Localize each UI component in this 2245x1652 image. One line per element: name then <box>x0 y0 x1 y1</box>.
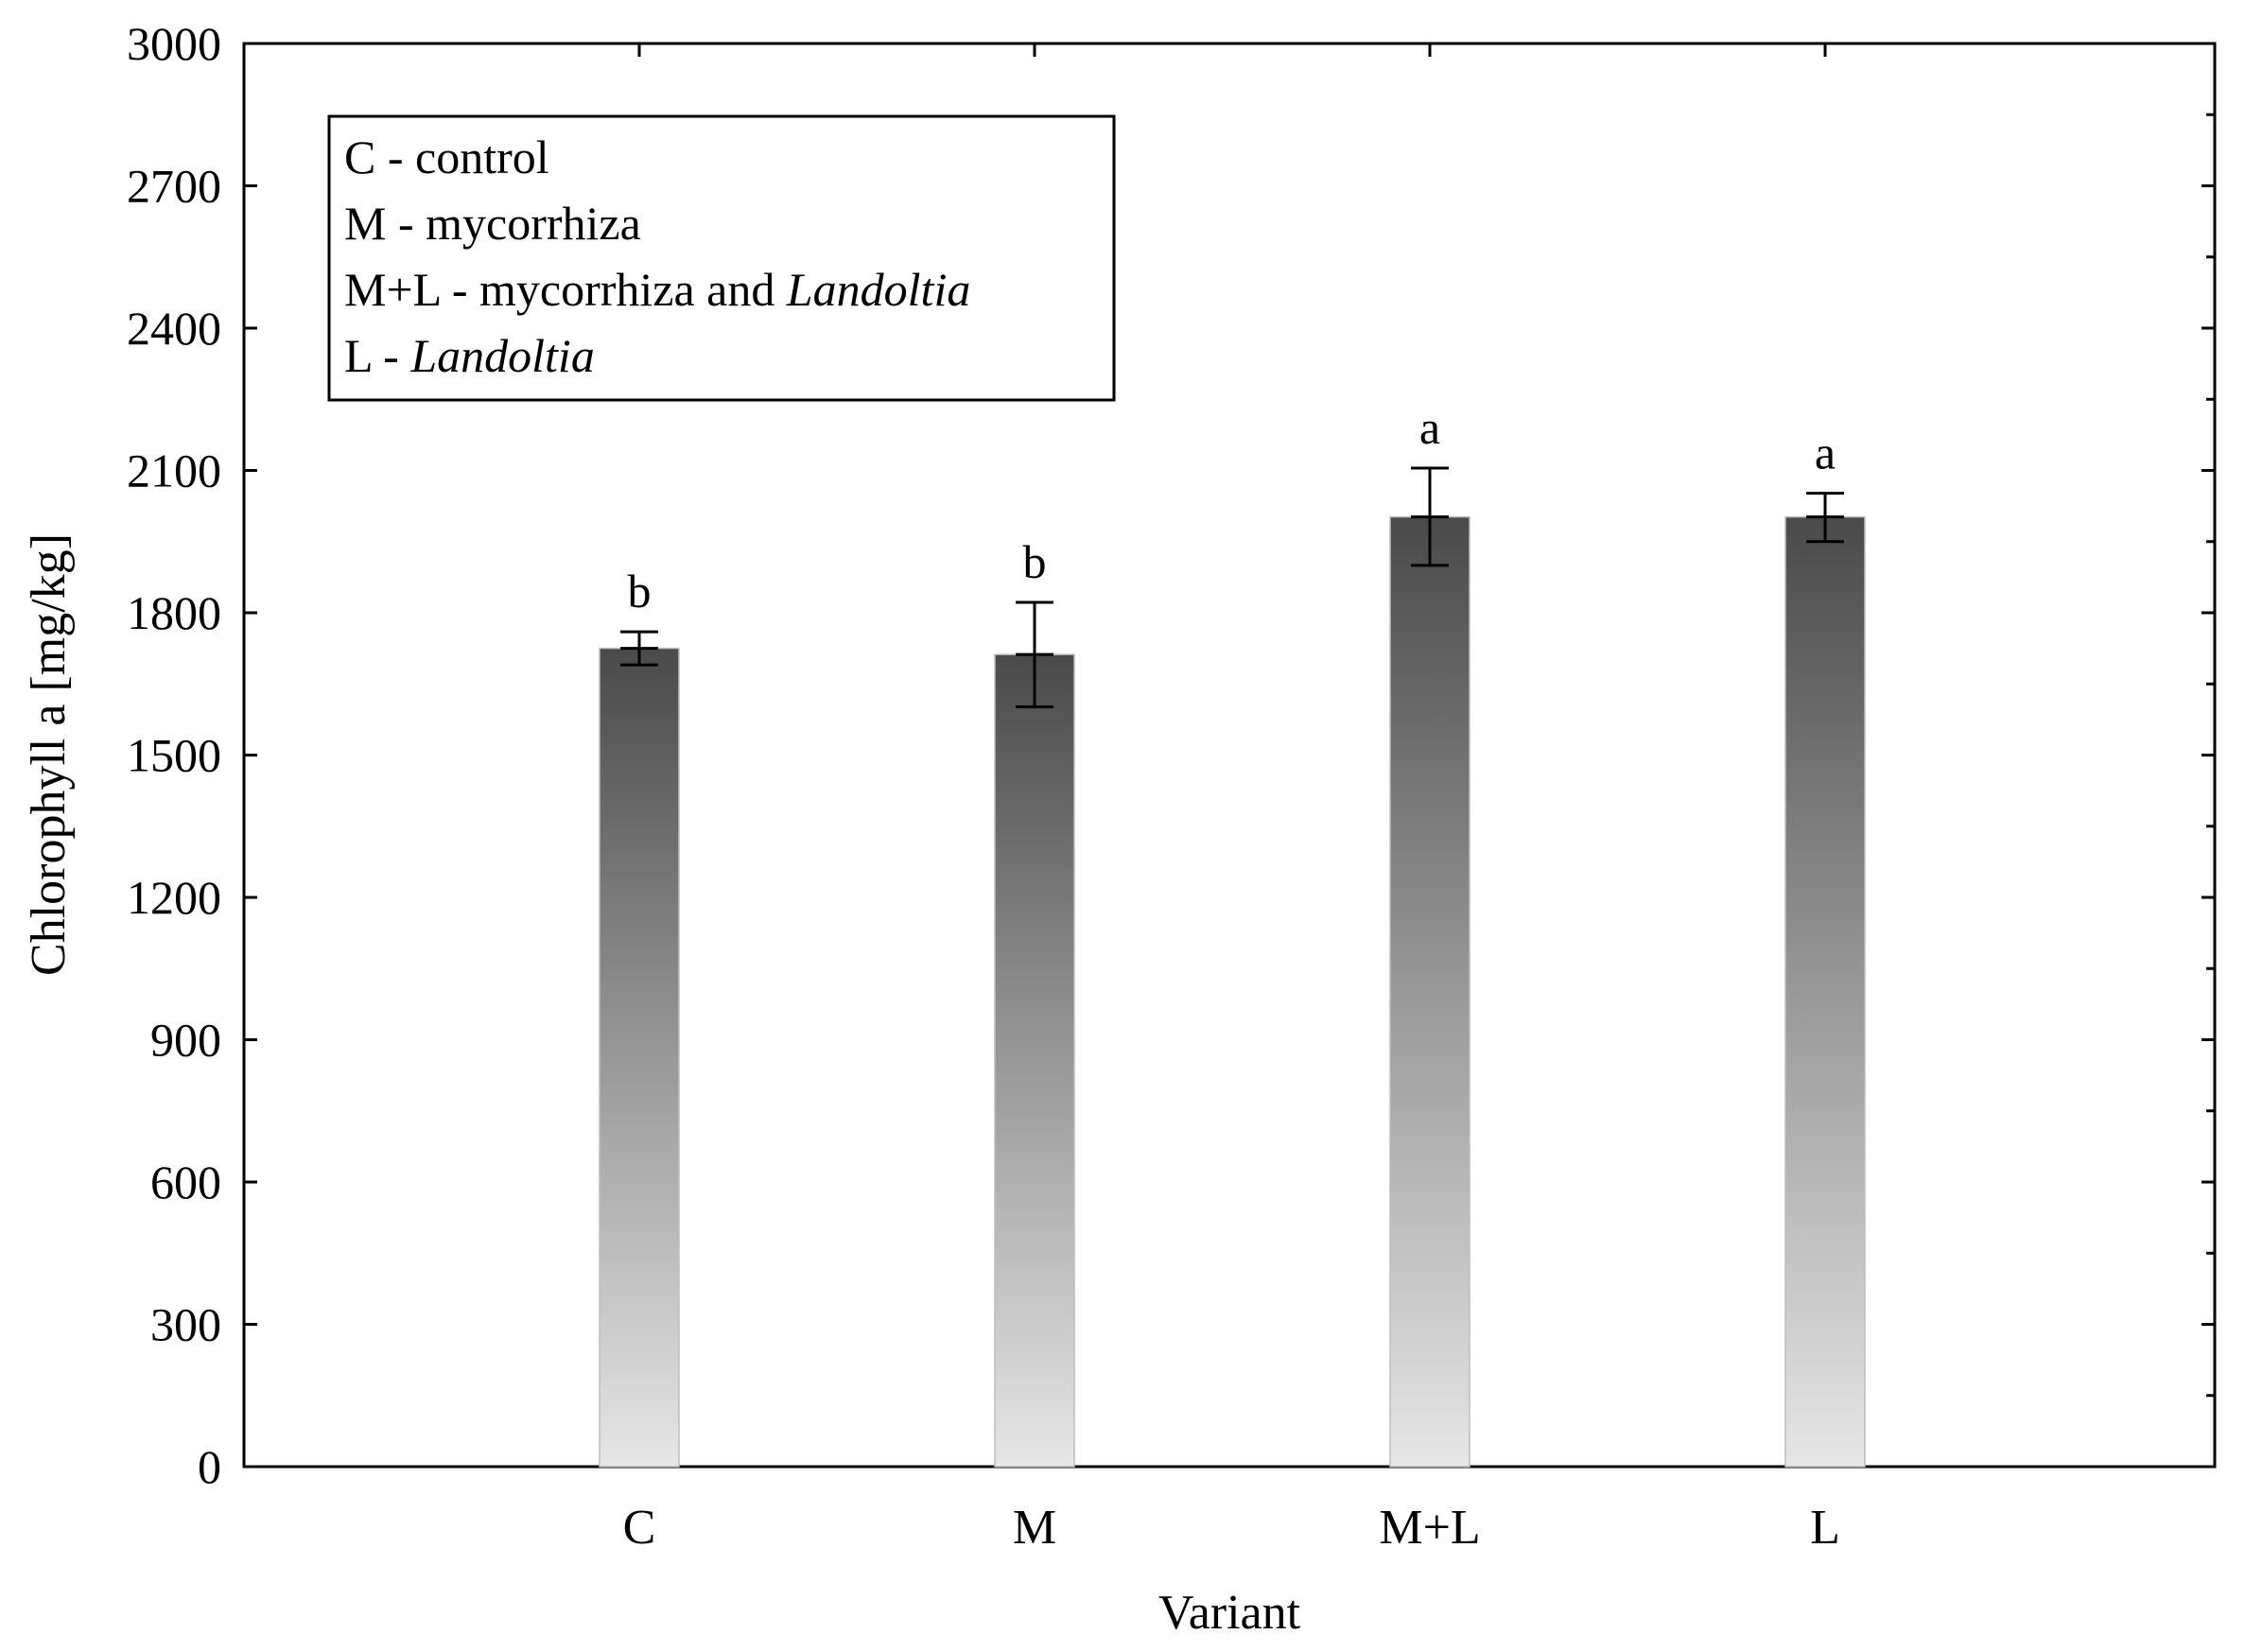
y-tick-label: 900 <box>150 1014 221 1067</box>
x-tick-label: M+L <box>1379 1501 1480 1555</box>
y-tick-label: 1500 <box>127 729 221 782</box>
y-tick-label: 2400 <box>127 302 221 355</box>
y-axis-title: Chlorophyll a [mg/kg] <box>22 533 76 976</box>
x-axis: C M M+L L <box>623 43 1840 1555</box>
y-tick-label: 600 <box>150 1156 221 1209</box>
x-tick-label: L <box>1810 1501 1840 1555</box>
significance-letter: a <box>1815 426 1836 479</box>
y-tick-label: 0 <box>198 1440 221 1493</box>
x-axis-title: Variant <box>1158 1586 1301 1640</box>
y-tick-label: 1800 <box>127 586 221 639</box>
y-tick-label: 2100 <box>127 444 221 497</box>
bar <box>599 647 680 1468</box>
bar-series: b b a a <box>599 401 1866 1468</box>
legend-entry: L - Landoltia <box>344 329 595 382</box>
y-tick-label: 2700 <box>127 160 221 213</box>
x-tick-label: C <box>623 1501 656 1555</box>
significance-letter: a <box>1419 401 1440 454</box>
significance-letter: b <box>628 565 652 617</box>
x-tick-label: M <box>1013 1501 1056 1555</box>
y-tick-label: 3000 <box>127 17 221 70</box>
legend-box <box>327 114 1116 402</box>
legend-entry: M+L - mycorrhiza and Landoltia <box>344 263 970 316</box>
y-axis: 0 300 600 900 1200 1500 1800 2100 2400 2700 3000 <box>127 17 2215 1493</box>
legend: C - control M - mycorrhiza M+L - mycorrh… <box>327 114 1116 402</box>
y-tick-label: 300 <box>150 1298 221 1351</box>
significance-letter: b <box>1023 535 1047 588</box>
legend-entry: C - control <box>344 130 549 183</box>
bar <box>1784 515 1866 1468</box>
y-tick-label: 1200 <box>127 871 221 924</box>
bar <box>994 653 1075 1468</box>
bar <box>1389 515 1471 1468</box>
legend-entry: M - mycorrhiza <box>344 197 641 250</box>
